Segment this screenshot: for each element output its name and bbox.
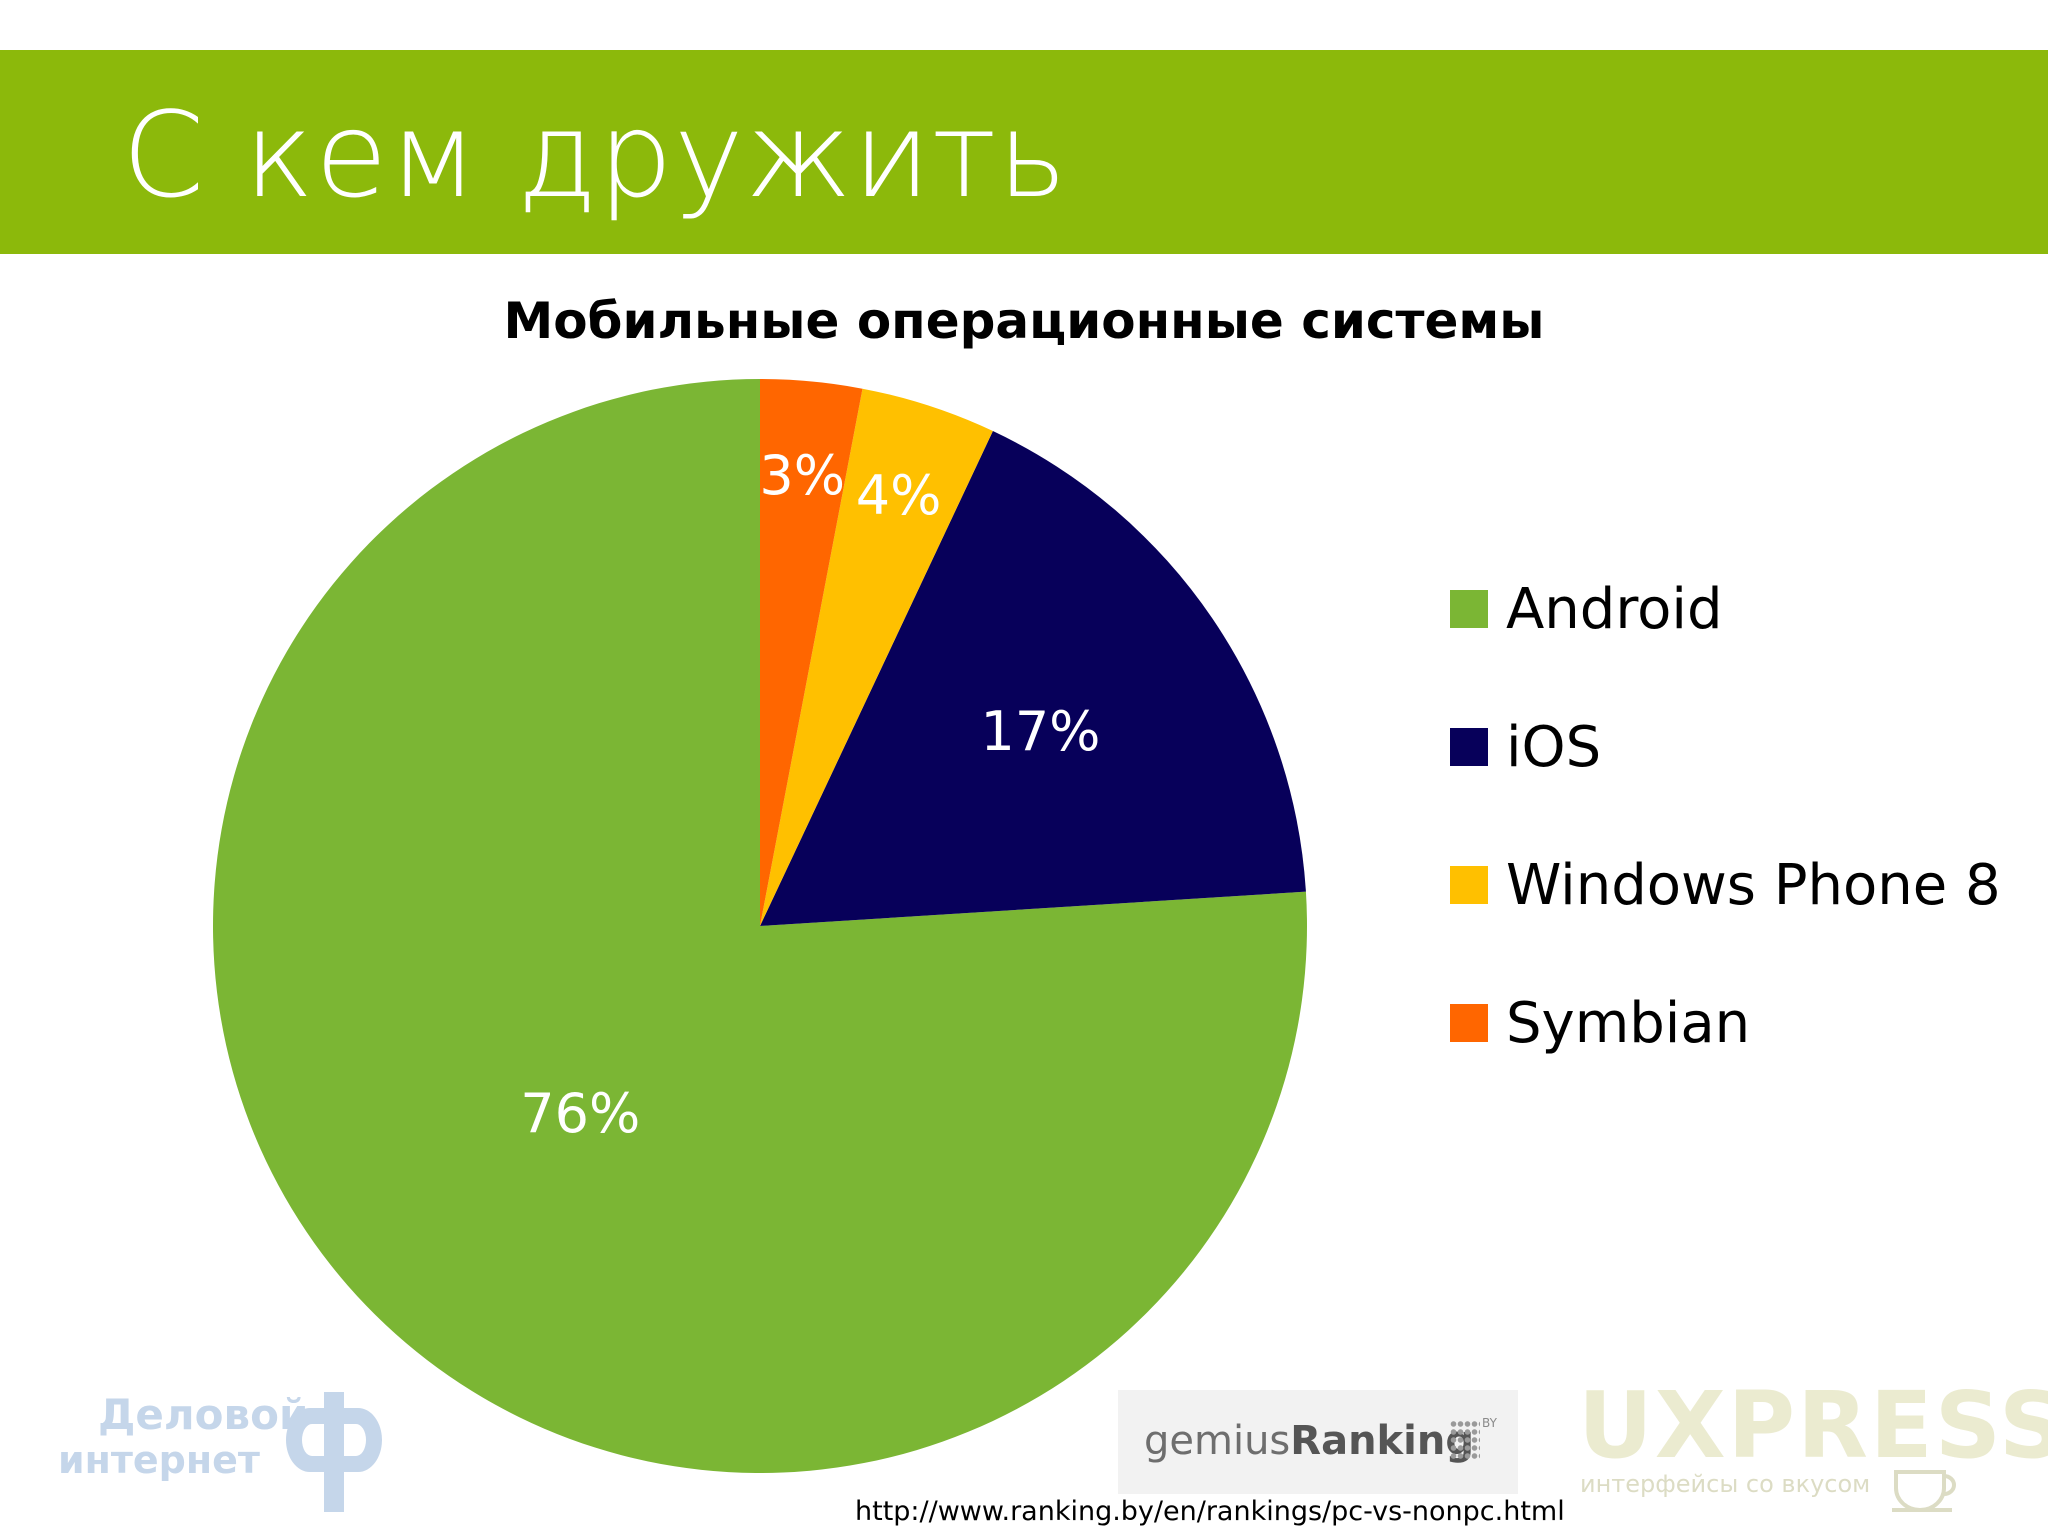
uxpresso-logo-name: UXPRESSO: [1578, 1372, 2048, 1479]
legend-item-ios: iOS: [1450, 678, 2001, 816]
gemius-logo-suffix: BY: [1482, 1416, 1497, 1430]
legend-label-android: Android: [1506, 576, 1723, 642]
gemius-logo-part1: gemius: [1144, 1418, 1291, 1464]
legend-item-windows-phone-8: Windows Phone 8: [1450, 816, 2001, 954]
pie-slice-symbian: [760, 379, 863, 926]
legend-swatch-android: [1450, 590, 1488, 628]
pie-slice-windows-phone-8: [760, 388, 993, 927]
gemius-dots-icon: [1450, 1420, 1480, 1460]
delovoy-logo-line1: Деловой: [98, 1390, 309, 1439]
source-url: http://www.ranking.by/en/rankings/pc-vs-…: [855, 1496, 1565, 1527]
uxpresso-logo: UXPRESSO интерфейсы со вкусом: [1572, 1372, 2048, 1512]
pie-label-symbian: 3%: [759, 444, 845, 507]
slide-title: С кем дружить: [122, 86, 1068, 224]
legend-swatch-symbian: [1450, 1004, 1488, 1042]
pie-slice-ios: [760, 431, 1306, 926]
legend-label-symbian: Symbian: [1506, 990, 1751, 1056]
pie-label-ios: 17%: [980, 700, 1100, 763]
gemius-ranking-logo: gemiusRanking BY: [1118, 1390, 1518, 1494]
legend-item-android: Android: [1450, 540, 2001, 678]
delovoy-internet-logo: Деловой интернет: [58, 1390, 398, 1520]
gemius-logo-part2: Ranking: [1290, 1418, 1474, 1464]
header-band: [0, 50, 2048, 254]
legend-label-ios: iOS: [1506, 714, 1602, 780]
legend-swatch-ios: [1450, 728, 1488, 766]
coffee-cup-icon: [1892, 1470, 1956, 1512]
legend-swatch-windows-phone-8: [1450, 866, 1488, 904]
legend-item-symbian: Symbian: [1450, 954, 2001, 1092]
chart-legend: Android iOS Windows Phone 8 Symbian: [1450, 540, 2001, 1092]
uxpresso-logo-tagline: интерфейсы со вкусом: [1580, 1470, 1871, 1498]
chart-title: Мобильные операционные системы: [503, 292, 1545, 350]
legend-label-windows-phone-8: Windows Phone 8: [1506, 852, 2001, 918]
pie-label-windows-phone-8: 4%: [856, 464, 942, 527]
delovoy-logo-line2: интернет: [58, 1438, 260, 1482]
delovoy-emblem-icon: [286, 1392, 382, 1512]
pie-label-android: 76%: [520, 1082, 640, 1145]
